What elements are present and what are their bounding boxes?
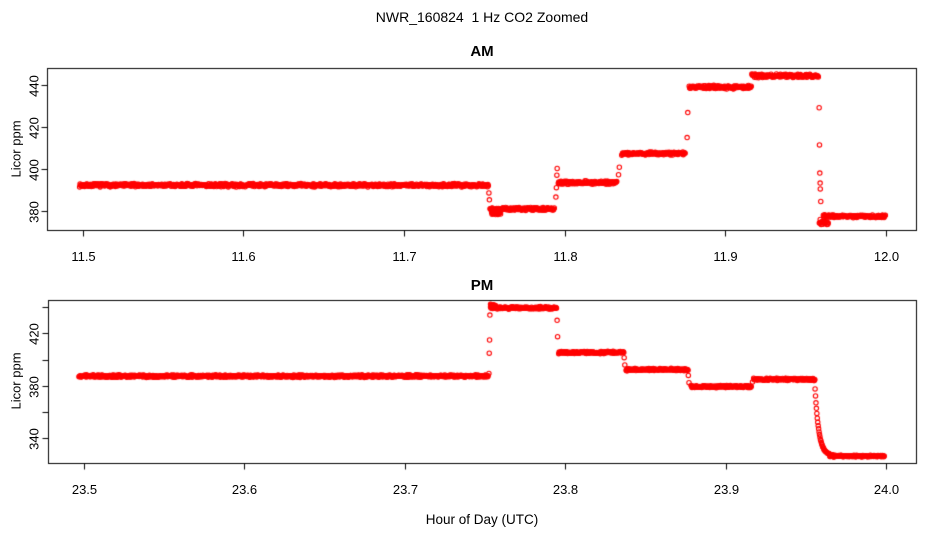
pm-y-axis-label: Licor ppm xyxy=(8,352,24,410)
x-tick-label: 23.6 xyxy=(231,482,258,497)
x-tick-label: 11.8 xyxy=(553,249,578,264)
x-tick-label: 11.7 xyxy=(392,249,417,264)
pm-panel-title: PM xyxy=(470,277,494,294)
y-tick-label: 400 xyxy=(26,158,42,181)
x-tick-label: 23.5 xyxy=(71,482,98,497)
x-tick-label: 23.7 xyxy=(392,482,419,497)
x-tick-label: 12.0 xyxy=(873,249,900,264)
y-tick-label: 380 xyxy=(26,200,42,223)
y-tick-label: 380 xyxy=(26,375,42,398)
x-tick-label: 11.5 xyxy=(71,249,96,264)
y-tick-label: 440 xyxy=(26,74,42,97)
y-tick-label: 340 xyxy=(26,427,42,450)
am-y-axis-label: Licor ppm xyxy=(8,120,24,178)
figure-title: NWR_160824 1 Hz CO2 Zoomed xyxy=(375,9,589,25)
am-panel-title: AM xyxy=(470,43,494,60)
y-tick-label: 420 xyxy=(26,322,42,345)
x-tick-label: 11.9 xyxy=(713,249,738,264)
x-tick-label: 11.6 xyxy=(231,249,256,264)
x-axis-label: Hour of Day (UTC) xyxy=(425,512,539,527)
y-tick-label: 420 xyxy=(26,116,42,139)
x-tick-label: 23.8 xyxy=(552,482,579,497)
x-tick-label: 24.0 xyxy=(873,482,900,497)
x-tick-label: 23.9 xyxy=(713,482,740,497)
